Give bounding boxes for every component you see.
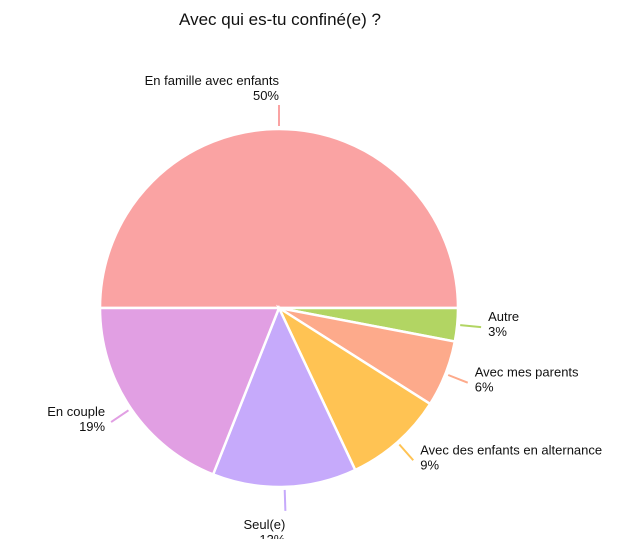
- slice-label: En famille avec enfants: [145, 73, 280, 88]
- slice-percent: 19%: [79, 419, 105, 434]
- slice-percent: 50%: [253, 88, 279, 103]
- pie-slice: [98, 306, 281, 477]
- slice-label: Seul(e): [243, 517, 285, 532]
- leader-line: [283, 489, 287, 511]
- slice-label: Avec des enfants en alternance: [420, 442, 602, 457]
- slice-percent: 3%: [488, 324, 507, 339]
- slice-percent: 6%: [475, 380, 494, 395]
- pie-slice: [211, 304, 357, 489]
- pie-slice: [276, 304, 432, 472]
- leader-line: [398, 443, 414, 461]
- chart-title: Avec qui es-tu confiné(e) ?: [179, 10, 381, 29]
- slice-label: Avec mes parents: [475, 365, 579, 380]
- pie-slice: [98, 127, 460, 310]
- leader-line: [447, 374, 469, 384]
- leader-line: [460, 324, 482, 329]
- slice-percent: 13%: [259, 532, 285, 539]
- slice-label: Autre: [488, 309, 519, 324]
- leader-line: [110, 409, 130, 423]
- slice-label: En couple: [47, 404, 105, 419]
- slice-percent: 9%: [420, 457, 439, 472]
